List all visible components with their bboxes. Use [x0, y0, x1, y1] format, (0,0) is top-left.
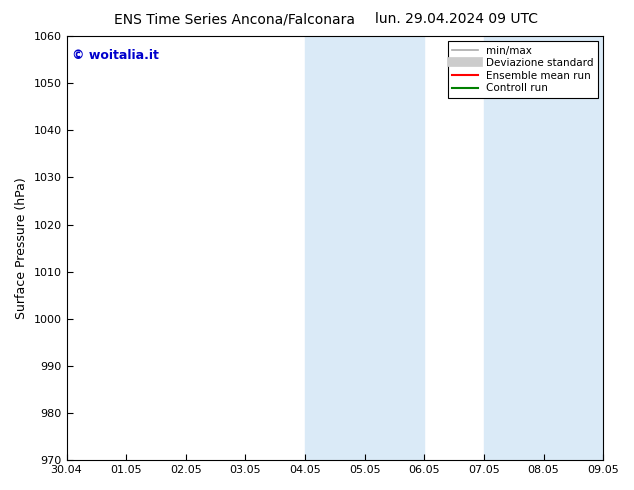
Bar — [365, 36, 424, 460]
Y-axis label: Surface Pressure (hPa): Surface Pressure (hPa) — [15, 177, 28, 319]
Bar — [543, 36, 603, 460]
Text: ENS Time Series Ancona/Falconara: ENS Time Series Ancona/Falconara — [114, 12, 355, 26]
Legend: min/max, Deviazione standard, Ensemble mean run, Controll run: min/max, Deviazione standard, Ensemble m… — [448, 41, 598, 98]
Text: © woitalia.it: © woitalia.it — [72, 49, 158, 62]
Bar — [484, 36, 543, 460]
Text: lun. 29.04.2024 09 UTC: lun. 29.04.2024 09 UTC — [375, 12, 538, 26]
Bar — [305, 36, 365, 460]
